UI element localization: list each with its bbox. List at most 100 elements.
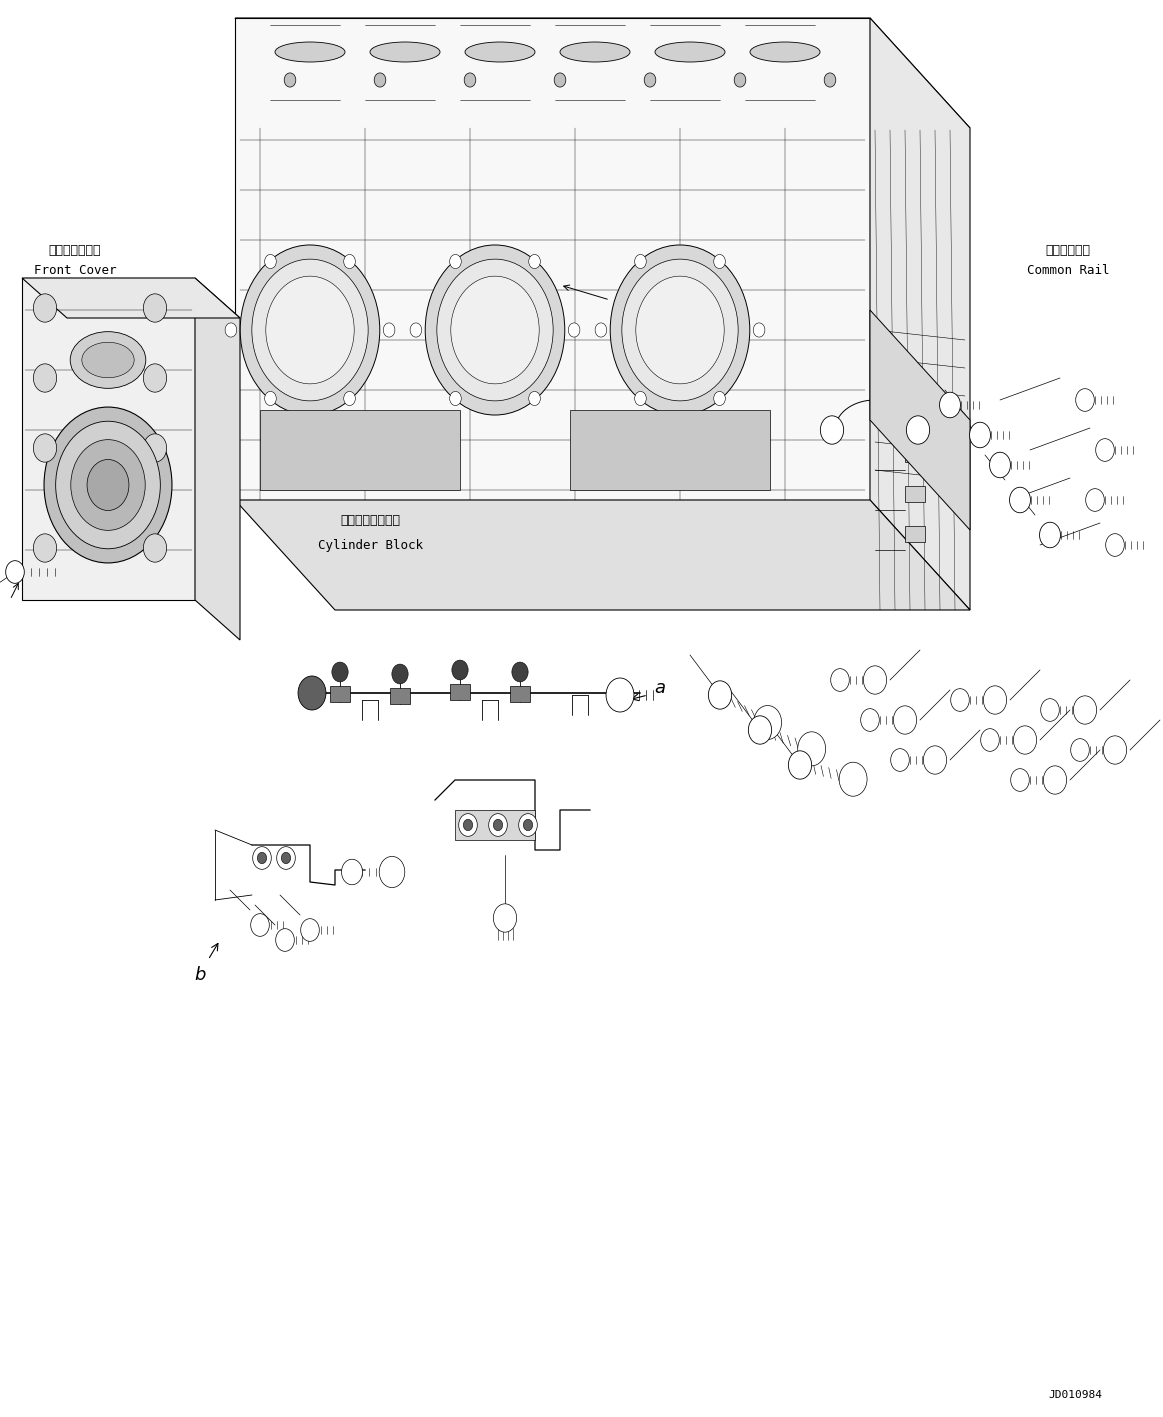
Circle shape [344, 255, 356, 269]
Bar [511, 686, 530, 701]
Circle shape [34, 293, 57, 322]
Circle shape [893, 706, 916, 734]
Circle shape [6, 561, 24, 584]
Circle shape [265, 391, 277, 405]
Circle shape [984, 686, 1007, 714]
Circle shape [266, 276, 355, 384]
Circle shape [374, 72, 386, 86]
Circle shape [820, 415, 843, 444]
Circle shape [1009, 487, 1030, 513]
Circle shape [1040, 523, 1061, 548]
Bar [455, 811, 535, 840]
Ellipse shape [655, 43, 725, 62]
Polygon shape [22, 278, 195, 599]
Bar [330, 686, 350, 701]
Circle shape [464, 72, 476, 86]
Circle shape [1071, 738, 1090, 761]
Circle shape [980, 728, 999, 751]
Circle shape [990, 452, 1011, 478]
Circle shape [44, 407, 172, 563]
Circle shape [611, 245, 750, 415]
Circle shape [1086, 489, 1105, 512]
Ellipse shape [465, 43, 535, 62]
Polygon shape [870, 18, 970, 609]
Polygon shape [195, 278, 240, 640]
Circle shape [450, 391, 462, 405]
Circle shape [891, 748, 909, 771]
Circle shape [143, 293, 166, 322]
Bar [450, 684, 470, 700]
Circle shape [714, 391, 726, 405]
Circle shape [940, 393, 961, 418]
Circle shape [342, 859, 363, 884]
Circle shape [863, 666, 886, 694]
Circle shape [1013, 726, 1036, 754]
Circle shape [512, 662, 528, 682]
Circle shape [252, 847, 271, 870]
Circle shape [298, 676, 326, 710]
Circle shape [635, 255, 647, 269]
Circle shape [636, 276, 725, 384]
Bar [570, 410, 770, 490]
Bar [905, 446, 925, 462]
Circle shape [463, 819, 472, 830]
Circle shape [1106, 534, 1125, 557]
Circle shape [1073, 696, 1097, 724]
Ellipse shape [70, 332, 145, 388]
Circle shape [276, 928, 294, 951]
Circle shape [281, 853, 291, 864]
Text: シリンダブロック: シリンダブロック [340, 513, 400, 527]
Ellipse shape [561, 43, 630, 62]
Circle shape [861, 708, 879, 731]
Circle shape [635, 391, 647, 405]
Circle shape [488, 813, 507, 836]
Circle shape [754, 323, 765, 337]
Text: a: a [614, 290, 626, 309]
Circle shape [458, 813, 477, 836]
Polygon shape [235, 18, 970, 128]
Circle shape [1011, 768, 1029, 791]
Bar [905, 486, 925, 502]
Circle shape [265, 255, 277, 269]
Circle shape [284, 72, 295, 86]
Circle shape [714, 255, 726, 269]
Circle shape [331, 662, 348, 682]
Circle shape [379, 856, 405, 887]
Polygon shape [870, 310, 970, 530]
Circle shape [708, 680, 732, 708]
Ellipse shape [274, 43, 345, 62]
Circle shape [734, 72, 745, 86]
Circle shape [950, 689, 969, 711]
Circle shape [970, 422, 991, 448]
Circle shape [257, 853, 266, 864]
Circle shape [251, 914, 270, 937]
Circle shape [241, 245, 380, 415]
Ellipse shape [81, 343, 134, 378]
Text: a: a [655, 679, 665, 697]
Circle shape [226, 323, 237, 337]
Circle shape [569, 323, 580, 337]
Circle shape [606, 677, 634, 711]
Circle shape [1041, 699, 1059, 721]
Bar [390, 689, 411, 704]
Circle shape [426, 245, 565, 415]
Circle shape [392, 665, 408, 684]
Text: Common Rail: Common Rail [1027, 264, 1110, 276]
Circle shape [277, 847, 295, 870]
Circle shape [519, 813, 537, 836]
Circle shape [450, 255, 462, 269]
Circle shape [748, 716, 771, 744]
Circle shape [906, 415, 929, 444]
Circle shape [1096, 439, 1114, 462]
Circle shape [825, 72, 836, 86]
Bar [905, 385, 925, 402]
Circle shape [840, 762, 868, 796]
Circle shape [523, 819, 533, 830]
Circle shape [830, 669, 849, 691]
Polygon shape [235, 500, 970, 609]
Circle shape [555, 72, 566, 86]
Text: b: b [414, 446, 426, 463]
Circle shape [923, 745, 947, 774]
Circle shape [56, 421, 160, 548]
Circle shape [143, 534, 166, 563]
